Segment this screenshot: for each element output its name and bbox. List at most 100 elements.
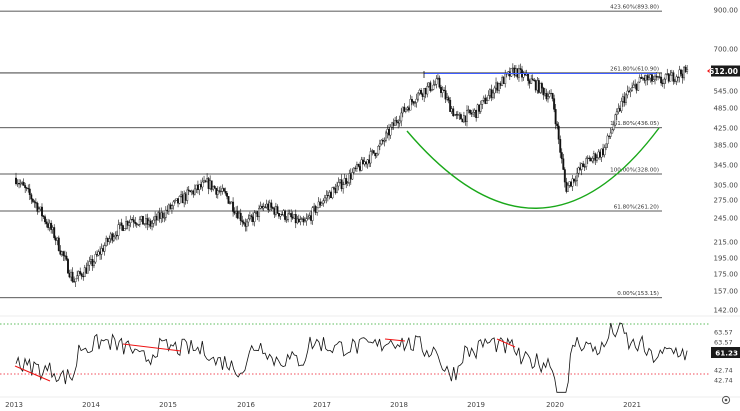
candle xyxy=(380,139,383,146)
candle-body xyxy=(540,83,543,89)
candle xyxy=(415,93,418,108)
candle xyxy=(591,156,594,164)
candle-body xyxy=(37,208,40,212)
candle-body xyxy=(164,209,167,218)
candle-body xyxy=(339,179,342,183)
candle-body xyxy=(686,69,689,72)
candle-body xyxy=(131,219,134,221)
candle-body xyxy=(375,153,378,157)
candle-body xyxy=(112,236,115,241)
settings-gear-icon[interactable] xyxy=(721,395,731,405)
candle-body xyxy=(180,194,183,197)
candle xyxy=(224,187,227,196)
price-tick-label: 175.00 xyxy=(714,271,739,279)
candle-body xyxy=(398,120,401,124)
candle xyxy=(615,108,618,121)
candle-body xyxy=(216,190,219,195)
candle-body xyxy=(646,75,649,81)
time-tick-label: 2014 xyxy=(82,401,100,409)
candle-body xyxy=(186,189,189,201)
candle xyxy=(152,216,155,228)
candle xyxy=(311,205,314,225)
candle xyxy=(466,105,468,127)
candle xyxy=(646,72,649,86)
candle-body xyxy=(495,82,497,89)
candle-body xyxy=(210,180,213,190)
candle-body xyxy=(620,101,623,112)
candle xyxy=(444,85,447,104)
candle-body xyxy=(632,84,635,88)
candle-body xyxy=(89,259,92,262)
candle xyxy=(322,198,325,207)
candle-body xyxy=(123,228,126,231)
candle-body xyxy=(658,76,661,78)
candle-body xyxy=(360,159,363,171)
cup-arc xyxy=(406,127,660,209)
candle-body xyxy=(163,217,166,219)
candle-body xyxy=(60,251,63,255)
candle xyxy=(502,76,505,84)
candle-body xyxy=(548,93,551,97)
candle xyxy=(226,191,228,200)
candle-body xyxy=(603,147,606,156)
candle-body xyxy=(440,86,442,93)
candle-body xyxy=(608,135,611,137)
candle-body xyxy=(274,206,277,215)
candle xyxy=(492,89,494,100)
candle-body xyxy=(190,190,193,193)
candle xyxy=(325,190,328,204)
candle-body xyxy=(343,178,346,185)
candle xyxy=(481,100,484,110)
candle-body xyxy=(582,163,585,167)
candle-body xyxy=(132,219,135,223)
price-axis[interactable]: 900.00700.00625.00545.00485.00425.00385.… xyxy=(707,7,740,315)
candle-body xyxy=(629,90,632,93)
candle xyxy=(76,270,79,280)
candle-body xyxy=(172,201,175,206)
candle-body xyxy=(219,191,222,193)
candle-body xyxy=(542,87,545,96)
candle xyxy=(556,121,559,130)
candle-body xyxy=(82,276,85,278)
candle-body xyxy=(528,80,531,84)
candle-body xyxy=(166,209,169,212)
candle xyxy=(120,218,123,231)
current-price-label: 612.00 xyxy=(709,67,738,76)
candle xyxy=(672,70,675,85)
candle xyxy=(303,217,306,223)
candle xyxy=(625,93,627,106)
candle-body xyxy=(348,173,351,183)
candle xyxy=(284,209,287,223)
candle-body xyxy=(340,179,343,189)
candle-body xyxy=(599,151,601,158)
candle-body xyxy=(476,104,479,118)
candle-body xyxy=(559,139,562,153)
rsi-tick-label: 63.57 xyxy=(714,329,733,337)
candle-body xyxy=(652,79,655,82)
candle-body xyxy=(100,248,103,255)
rsi-tick-label: 42.74 xyxy=(714,367,733,375)
candle xyxy=(614,113,617,127)
candle-body xyxy=(412,101,415,104)
candle xyxy=(571,174,574,192)
time-axis[interactable]: 2013 2014 2015 2016 2017 2018 2019 2020 2021 xyxy=(0,396,740,409)
candle-body xyxy=(247,218,250,223)
candle-body xyxy=(410,99,413,102)
candle-body xyxy=(174,199,176,203)
candle xyxy=(583,163,586,172)
candle xyxy=(461,118,464,123)
candle-body xyxy=(547,96,549,100)
candle-body xyxy=(626,90,629,96)
price-tick-label: 275.00 xyxy=(714,197,739,205)
candle-body xyxy=(618,108,621,112)
candle xyxy=(673,78,676,84)
price-tick-label: 900.00 xyxy=(714,7,739,15)
candle xyxy=(285,216,288,223)
candle xyxy=(345,174,348,189)
candle-body xyxy=(478,104,481,112)
candle-body xyxy=(288,213,291,215)
candle-body xyxy=(15,177,17,184)
candle xyxy=(637,81,640,92)
time-tick-label: 2018 xyxy=(390,401,408,409)
